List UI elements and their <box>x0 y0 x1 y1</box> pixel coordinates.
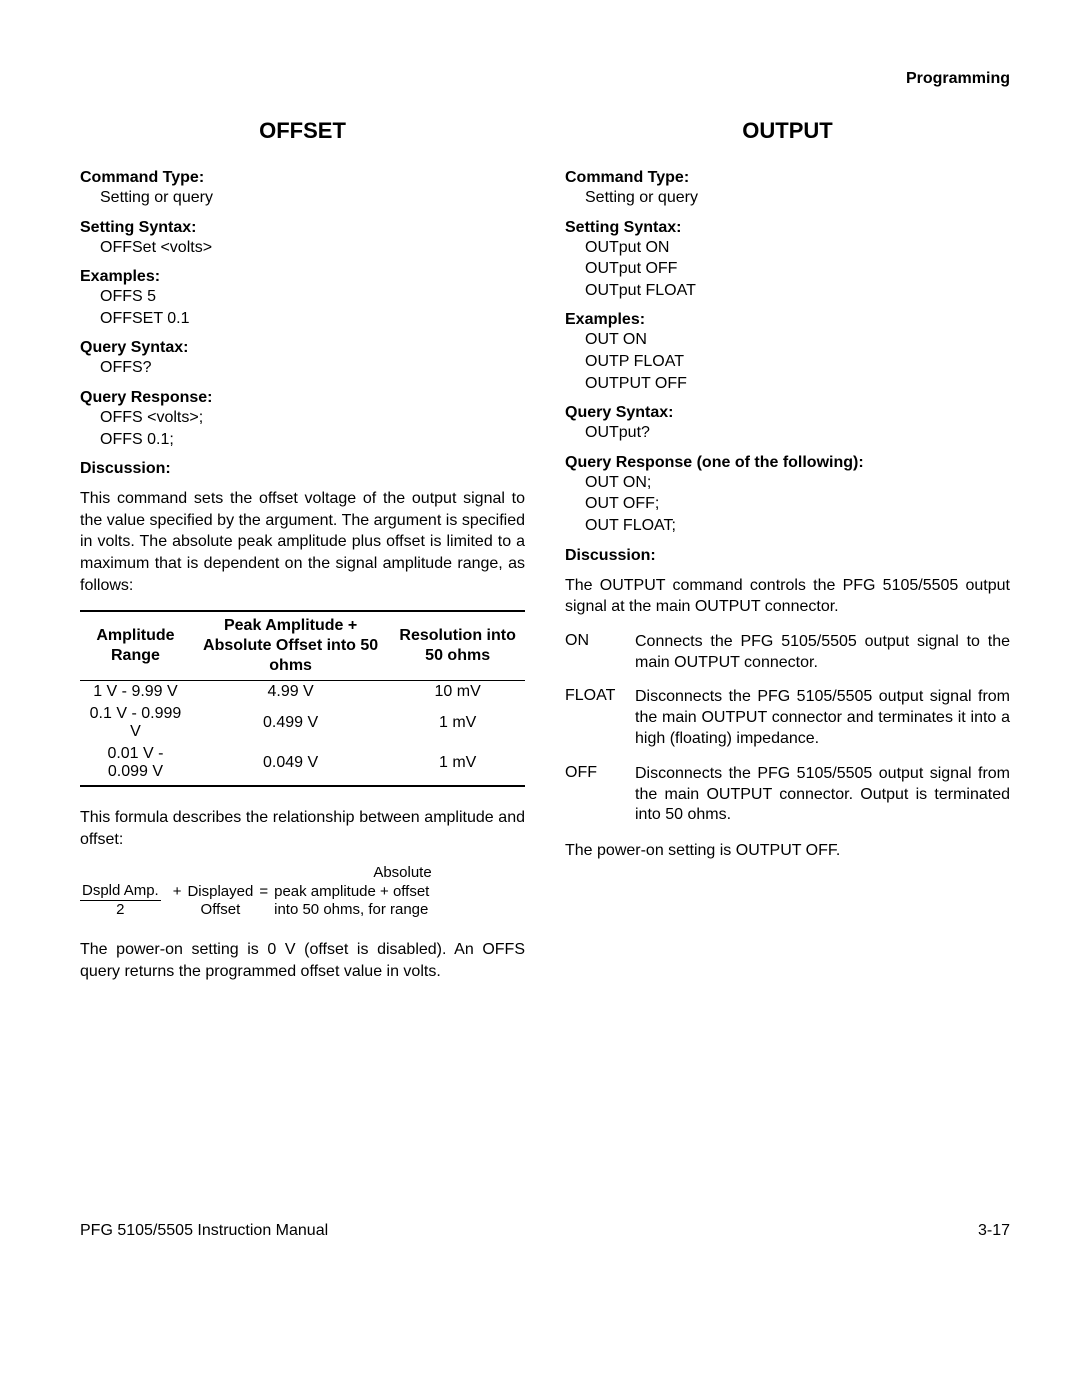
header-label: Programming <box>80 70 1010 88</box>
examples1: OUT ON <box>585 329 1010 351</box>
setsyntax: OFFSet <volts> <box>100 237 525 259</box>
qsyntax: OFFS? <box>100 357 525 379</box>
qresp1: OUT ON; <box>585 472 1010 494</box>
examples1: OFFS 5 <box>100 286 525 308</box>
cmdtype: Setting or query <box>585 187 1010 209</box>
qresp2: OUT OFF; <box>585 493 1010 515</box>
setsyntax-label: Setting Syntax: <box>80 219 525 237</box>
discussion1: This command sets the offset voltage of … <box>80 488 525 596</box>
formula: Absolute Dspld Amp. 2 + Displayed Offset <box>80 864 525 919</box>
examples2: OUTP FLOAT <box>585 351 1010 373</box>
qsyntax-label: Query Syntax: <box>565 404 1010 422</box>
examples2: OFFSET 0.1 <box>100 308 525 330</box>
discussion-label: Discussion: <box>565 547 1010 565</box>
cmdtype: Setting or query <box>100 187 525 209</box>
column-output: OUTPUT Command Type: Setting or query Se… <box>565 118 1010 1222</box>
tbl-col1: Amplitude Range <box>80 611 191 681</box>
setsyntax3: OUTput FLOAT <box>585 280 1010 302</box>
examples-label: Examples: <box>565 311 1010 329</box>
def-float: FLOAT Disconnects the PFG 5105/5505 outp… <box>565 687 1010 749</box>
qresp-label: Query Response (one of the following): <box>565 454 1010 472</box>
examples-label: Examples: <box>80 268 525 286</box>
tbl-col2: Peak Amplitude + Absolute Offset into 50… <box>191 611 390 681</box>
output-title: OUTPUT <box>565 118 1010 144</box>
discussion3: The power-on setting is 0 V (offset is d… <box>80 939 525 982</box>
qresp-label: Query Response: <box>80 389 525 407</box>
qresp1: OFFS <volts>; <box>100 407 525 429</box>
table-row: 1 V - 9.99 V 4.99 V 10 mV <box>80 681 525 704</box>
setsyntax-label: Setting Syntax: <box>565 219 1010 237</box>
column-offset: OFFSET Command Type: Setting or query Se… <box>80 118 525 1222</box>
def-off: OFF Disconnects the PFG 5105/5505 output… <box>565 764 1010 826</box>
discussion-label: Discussion: <box>80 460 525 478</box>
qsyntax: OUTput? <box>585 422 1010 444</box>
tbl-col3: Resolution into 50 ohms <box>390 611 525 681</box>
discussion2: This formula describes the relationship … <box>80 807 525 850</box>
definition-list: ON Connects the PFG 5105/5505 output sig… <box>565 632 1010 826</box>
qresp3: OUT FLOAT; <box>585 515 1010 537</box>
r-discussion2: The power-on setting is OUTPUT OFF. <box>565 840 1010 862</box>
footer-left: PFG 5105/5505 Instruction Manual <box>80 1222 328 1240</box>
qresp2: OFFS 0.1; <box>100 429 525 451</box>
offset-table: Amplitude Range Peak Amplitude + Absolut… <box>80 610 525 787</box>
offset-title: OFFSET <box>80 118 525 144</box>
cmdtype-label: Command Type: <box>565 169 1010 187</box>
cmdtype-label: Command Type: <box>80 169 525 187</box>
qsyntax-label: Query Syntax: <box>80 339 525 357</box>
table-row: 0.01 V - 0.099 V 0.049 V 1 mV <box>80 743 525 786</box>
setsyntax1: OUTput ON <box>585 237 1010 259</box>
table-row: 0.1 V - 0.999 V 0.499 V 1 mV <box>80 703 525 743</box>
r-discussion1: The OUTPUT command controls the PFG 5105… <box>565 575 1010 618</box>
def-on: ON Connects the PFG 5105/5505 output sig… <box>565 632 1010 674</box>
examples3: OUTPUT OFF <box>585 373 1010 395</box>
setsyntax2: OUTput OFF <box>585 258 1010 280</box>
footer-right: 3-17 <box>978 1222 1010 1240</box>
